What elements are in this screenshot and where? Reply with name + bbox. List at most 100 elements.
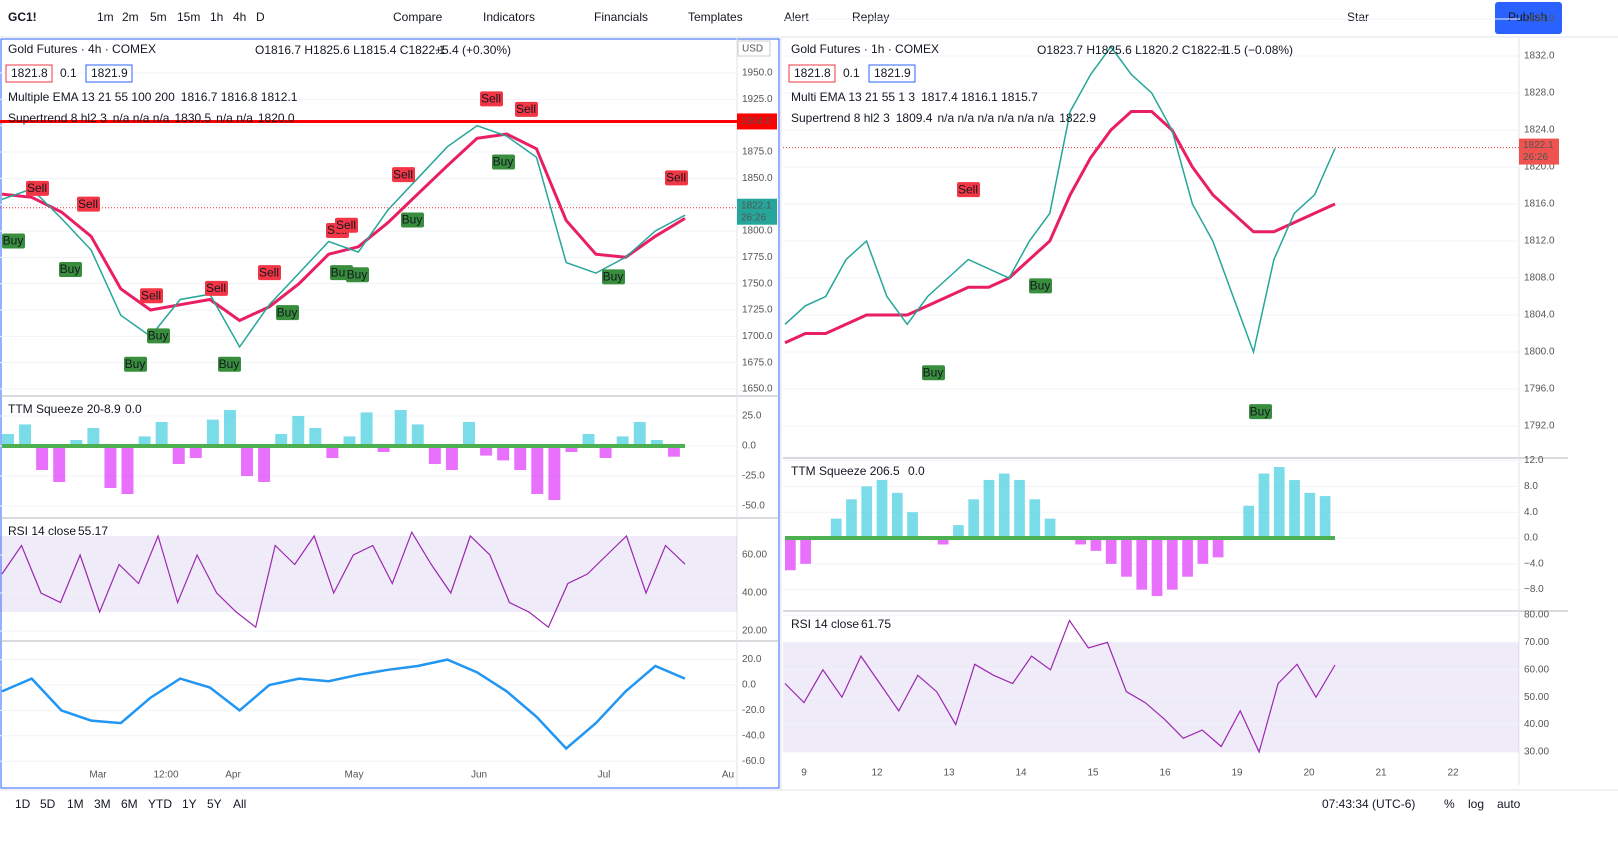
toolbar-item[interactable]: Compare bbox=[393, 10, 443, 24]
x-tick-label: 20 bbox=[1303, 768, 1315, 779]
range-button[interactable]: 1Y bbox=[182, 797, 197, 811]
y-tick-label: 50.00 bbox=[1524, 692, 1549, 703]
range-button[interactable]: 5Y bbox=[207, 797, 222, 811]
rsi-title: RSI 14 close bbox=[8, 524, 76, 538]
range-button[interactable]: 3M bbox=[94, 797, 111, 811]
ask-box bbox=[85, 64, 133, 83]
currency[interactable]: USD bbox=[742, 44, 763, 55]
range-button[interactable]: 5D bbox=[40, 797, 56, 811]
signal-box bbox=[218, 356, 241, 372]
y-tick-label: −4.0 bbox=[1524, 558, 1544, 569]
signal-label: Buy bbox=[402, 213, 423, 227]
scale-option[interactable]: % bbox=[1444, 797, 1455, 811]
y-tick-label: −8.0 bbox=[1524, 584, 1544, 595]
y-tick-label: 1950.0 bbox=[742, 68, 773, 79]
toolbar-item[interactable]: Financials bbox=[594, 10, 648, 24]
ema-value: 1817.4 bbox=[921, 90, 958, 104]
scale-option[interactable]: log bbox=[1468, 797, 1484, 811]
x-tick-label: 16 bbox=[1159, 768, 1171, 779]
ttm-bar bbox=[667, 446, 680, 457]
ttm-bar bbox=[223, 410, 236, 446]
ask-box bbox=[868, 64, 916, 83]
ttm-bar bbox=[1197, 538, 1209, 564]
ask: 1821.9 bbox=[91, 66, 128, 80]
y-tick-label: -20.0 bbox=[742, 705, 765, 716]
ttm-bar bbox=[2, 434, 14, 446]
range-button[interactable]: YTD bbox=[148, 797, 172, 811]
signal-box bbox=[1029, 278, 1052, 294]
y-tick-label: -40.0 bbox=[742, 730, 765, 741]
range-button[interactable]: 1M bbox=[67, 797, 84, 811]
range-button[interactable]: All bbox=[233, 797, 246, 811]
legend-title: Gold Futures · 1h · COMEX bbox=[791, 42, 939, 56]
range-button[interactable]: 1D bbox=[15, 797, 31, 811]
signal-label: Buy bbox=[1030, 278, 1051, 292]
rsi-line bbox=[784, 619, 1336, 754]
toolbar-item[interactable]: Indicators bbox=[483, 10, 535, 24]
ttm-value: 0.0 bbox=[908, 464, 925, 478]
signal-box bbox=[77, 196, 100, 212]
x-tick-label: 19 bbox=[1231, 768, 1243, 779]
y-tick-label: 0.0 bbox=[742, 680, 756, 691]
scale-option[interactable]: auto bbox=[1497, 797, 1521, 811]
symbol[interactable]: GC1! bbox=[8, 10, 37, 24]
y-tick-label: -50.0 bbox=[742, 501, 765, 512]
clock: 07:43:34 (UTC-6) bbox=[1322, 797, 1415, 811]
x-tick-label: May bbox=[345, 770, 364, 781]
signal-label: Buy bbox=[60, 262, 81, 276]
x-tick-label: 9 bbox=[801, 768, 807, 779]
interval[interactable]: 2m bbox=[122, 10, 139, 24]
ask: 1821.9 bbox=[874, 66, 911, 80]
ttm-title: TTM Squeeze 20 bbox=[791, 464, 883, 478]
signal-box bbox=[665, 170, 688, 186]
ttm-title: TTM Squeeze 20 bbox=[8, 402, 100, 416]
ttm-bar bbox=[514, 446, 527, 470]
ttm-bar bbox=[785, 538, 796, 571]
st-value: 1830.5 bbox=[174, 111, 211, 125]
y-tick-label: 1836.0 bbox=[1524, 14, 1555, 25]
star[interactable]: Star bbox=[1347, 10, 1369, 24]
interval[interactable]: 1h bbox=[210, 10, 223, 24]
ttm-bar bbox=[1090, 538, 1102, 551]
interval[interactable]: 4h bbox=[233, 10, 246, 24]
y-tick-label: 1824.0 bbox=[1524, 125, 1555, 136]
interval[interactable]: 1m bbox=[97, 10, 114, 24]
ttm-bar bbox=[463, 422, 475, 446]
y-tick-label: 1816.0 bbox=[1524, 199, 1555, 210]
toolbar-item[interactable]: Templates bbox=[688, 10, 743, 24]
ttm-bar bbox=[891, 492, 903, 538]
y-tick-label: 1808.0 bbox=[1524, 273, 1555, 284]
y-tick-label: 1804.0 bbox=[1524, 310, 1555, 321]
publish-button[interactable] bbox=[1495, 2, 1562, 34]
toolbar-item[interactable]: Replay bbox=[852, 10, 889, 24]
range-button[interactable]: 6M bbox=[121, 797, 138, 811]
interval[interactable]: D bbox=[256, 10, 265, 24]
x-tick-label: 12:00 bbox=[153, 770, 178, 781]
ttm-bar bbox=[121, 446, 134, 494]
signal-label: Sell bbox=[78, 197, 98, 211]
ttm-bar bbox=[830, 518, 842, 538]
y-tick-label: 1820.0 bbox=[1524, 162, 1555, 173]
countdown: 26:26 bbox=[1523, 152, 1548, 163]
ema-name: Multiple EMA 13 21 55 100 200 bbox=[8, 90, 175, 104]
ttm-bar bbox=[138, 436, 151, 446]
st-value: 1820.0 bbox=[258, 111, 295, 125]
ttm-bar bbox=[861, 486, 873, 538]
y-tick-label: 1800.0 bbox=[742, 226, 773, 237]
interval[interactable]: 5m bbox=[150, 10, 167, 24]
signal-label: Buy bbox=[347, 267, 368, 281]
publish-label[interactable]: Publish bbox=[1508, 10, 1547, 24]
ttm-bar bbox=[1243, 505, 1255, 538]
ttm-bar bbox=[428, 446, 441, 464]
toolbar-item[interactable]: Alert bbox=[784, 10, 809, 24]
ema-line bbox=[1, 132, 686, 323]
y-tick-label: 40.00 bbox=[742, 588, 767, 599]
signal-label: Sell bbox=[141, 288, 161, 302]
signal-box bbox=[59, 261, 82, 277]
ttm-bar bbox=[206, 419, 219, 446]
signal-label: Sell bbox=[666, 171, 686, 185]
ttm-bar bbox=[633, 422, 646, 446]
ttm-bar bbox=[189, 446, 202, 458]
y-tick-label: 25.0 bbox=[742, 411, 762, 422]
interval[interactable]: 15m bbox=[177, 10, 200, 24]
